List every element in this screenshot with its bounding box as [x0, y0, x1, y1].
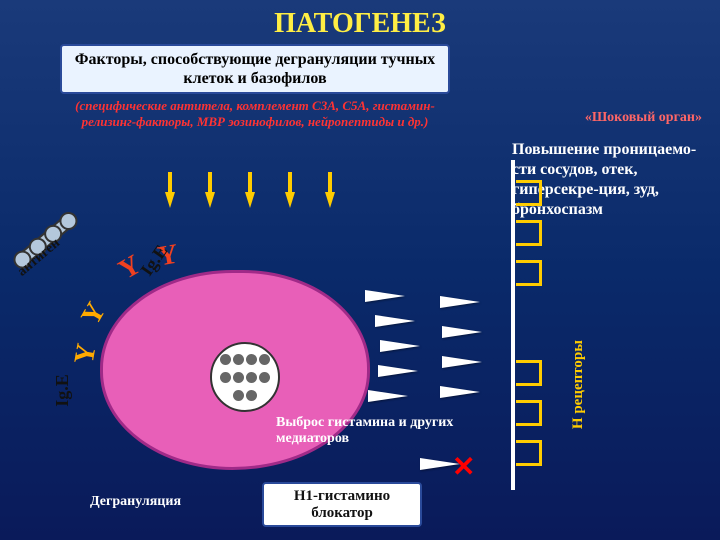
- down-arrow-icon: [325, 192, 335, 208]
- organ-barrier: [511, 160, 515, 490]
- histamine-label: Выброс гистамина и других медиаторов: [276, 415, 466, 447]
- h-receptor-label: Н рецепторы: [570, 340, 587, 429]
- right-arrow-icon: [365, 290, 405, 302]
- factors-box: Факторы, способствующие дегрануляции туч…: [60, 44, 450, 94]
- right-arrow-icon: [368, 390, 408, 402]
- receptor-icon: [516, 440, 542, 466]
- down-arrow-icon: [245, 192, 255, 208]
- receptor-icon: [516, 260, 542, 286]
- down-arrow-icon: [165, 192, 175, 208]
- granules-cluster: [210, 342, 280, 412]
- right-arrow-icon: [442, 326, 482, 338]
- degranulation-label: Дегрануляция: [90, 494, 181, 510]
- shock-organ-label: «Шоковый орган»: [585, 110, 702, 126]
- right-arrow-icon: [440, 296, 480, 308]
- receptor-icon: [516, 360, 542, 386]
- right-arrow-icon: [375, 315, 415, 327]
- ige-label: Ig.E: [52, 374, 73, 407]
- right-arrow-icon: [380, 340, 420, 352]
- right-arrow-icon: [442, 356, 482, 368]
- right-arrow-icon: [440, 386, 480, 398]
- right-arrow-icon: [378, 365, 418, 377]
- ige-receptor-icon: Y: [77, 298, 111, 330]
- blocker-box: Н1-гистамино блокатор: [262, 482, 422, 527]
- receptor-icon: [516, 400, 542, 426]
- down-arrow-icon: [285, 192, 295, 208]
- block-x-icon: ✕: [452, 450, 475, 484]
- down-arrow-icon: [205, 192, 215, 208]
- receptor-icon: [516, 180, 542, 206]
- page-title: ПАТОГЕНЕЗ: [0, 8, 720, 40]
- ige-receptor-icon: Y: [71, 342, 102, 367]
- factors-title: Факторы, способствующие дегрануляции туч…: [70, 50, 440, 88]
- receptor-icon: [516, 220, 542, 246]
- factors-subtitle: (специфические антитела, комплемент С3А,…: [50, 98, 460, 129]
